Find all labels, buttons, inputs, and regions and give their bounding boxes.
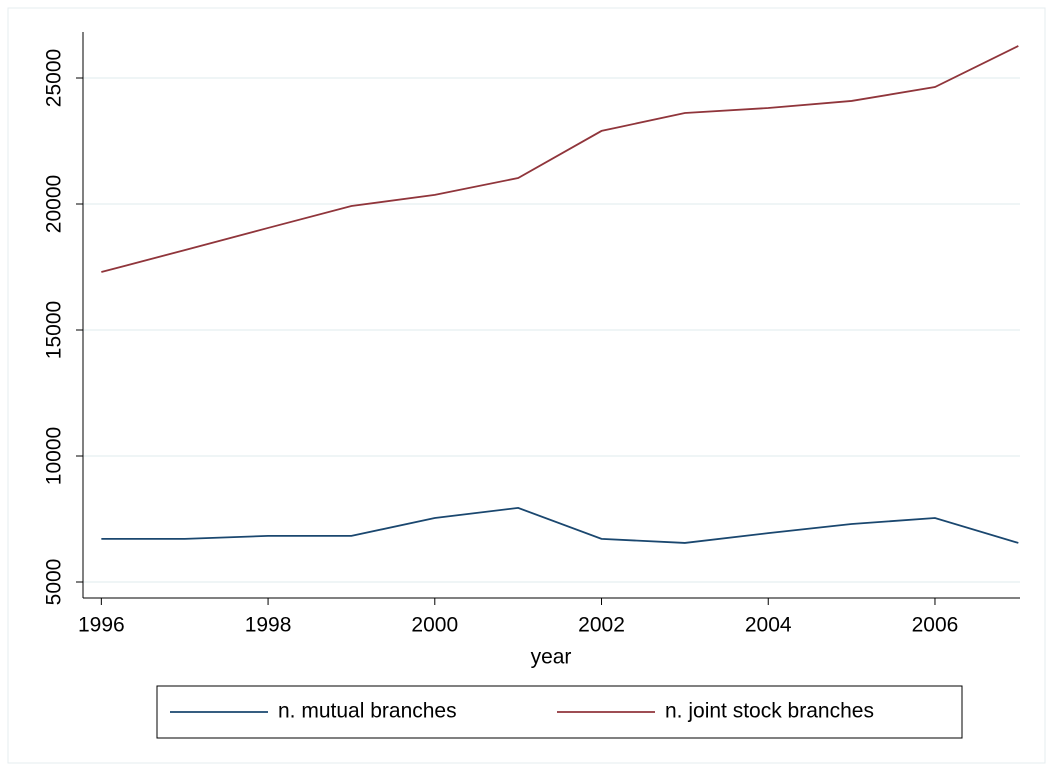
x-tick-label: 2006 [912,614,959,637]
series-line [101,45,1019,273]
legend-label: n. mutual branches [278,700,457,723]
chart-frame [7,7,1046,764]
x-axis-title: year [531,646,572,669]
legend-label: n. joint stock branches [665,700,874,723]
y-tick-label: 25000 [43,49,66,107]
x-tick-label: 1998 [245,614,292,637]
series-line [101,506,1019,544]
x-tick-label: 1996 [78,614,125,637]
y-tick-label: 15000 [43,301,66,359]
y-tick-label: 5000 [43,559,66,606]
x-tick-label: 2004 [745,614,792,637]
x-tick-label: 2000 [411,614,458,637]
y-tick-label: 20000 [43,175,66,233]
y-tick-label: 10000 [43,427,66,485]
x-tick-label: 2002 [578,614,625,637]
